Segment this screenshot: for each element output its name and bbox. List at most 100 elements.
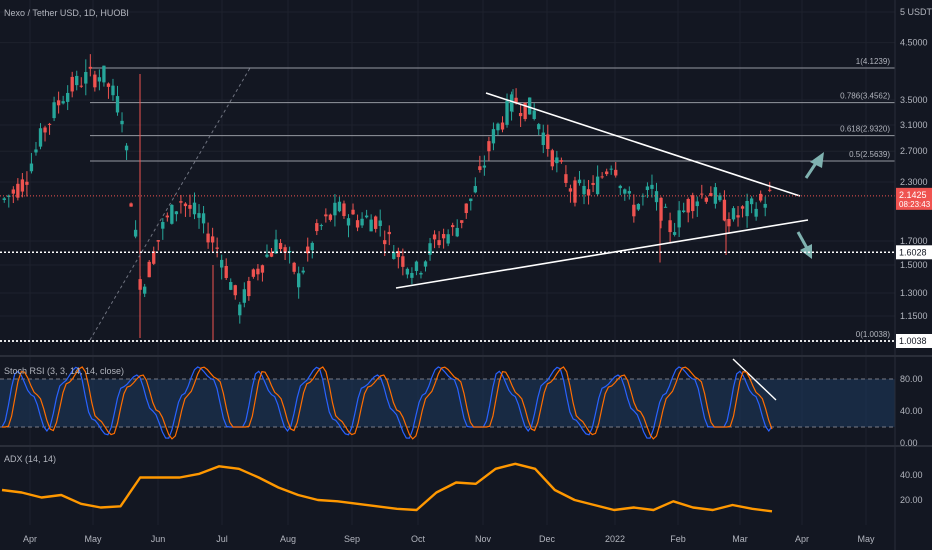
candle-body[interactable]	[97, 77, 102, 82]
candle-body[interactable]	[34, 149, 38, 153]
candle-body[interactable]	[559, 160, 564, 162]
candle-body[interactable]	[188, 205, 192, 209]
candle-body[interactable]	[532, 110, 536, 119]
candle-body[interactable]	[269, 252, 274, 257]
candle-body[interactable]	[88, 66, 92, 69]
candle-body[interactable]	[29, 163, 34, 172]
candle-body[interactable]	[124, 145, 129, 151]
upper-trend-line[interactable]	[485, 92, 801, 197]
candle-body[interactable]	[260, 265, 265, 273]
candle-body[interactable]	[713, 187, 718, 204]
candle-body[interactable]	[663, 206, 668, 208]
candle-body[interactable]	[38, 128, 43, 147]
candle-body[interactable]	[360, 218, 364, 226]
symbol-title[interactable]: Nexo / Tether USD, 1D, HUOBI	[4, 8, 129, 18]
candle-body[interactable]	[491, 129, 496, 144]
candle-body[interactable]	[718, 195, 722, 201]
candle-body[interactable]	[319, 225, 323, 227]
candle-body[interactable]	[405, 268, 410, 275]
candle-body[interactable]	[632, 204, 636, 217]
candle-body[interactable]	[577, 179, 582, 184]
candle-body[interactable]	[310, 242, 314, 251]
candle-body[interactable]	[636, 203, 641, 210]
candle-body[interactable]	[61, 101, 65, 104]
candle-body[interactable]	[301, 270, 305, 273]
candle-body[interactable]	[496, 123, 500, 131]
price-axis[interactable]: 5 USDT 4.5000 3.5000 3.1000 2.7000 2.3000 1.70…	[900, 7, 932, 505]
candle-body[interactable]	[2, 198, 6, 200]
candle-body[interactable]	[736, 215, 740, 218]
candle-body[interactable]	[152, 251, 156, 264]
candle-body[interactable]	[605, 171, 609, 175]
time-axis[interactable]: Apr May Jun Jul Aug Sep Oct Nov Dec 2022 Feb Mar Apr…	[23, 534, 875, 544]
candle-body[interactable]	[700, 193, 704, 195]
candle-body[interactable]	[111, 85, 115, 96]
candle-body[interactable]	[170, 204, 174, 224]
candle-body[interactable]	[192, 202, 197, 215]
candle-body[interactable]	[650, 184, 654, 189]
candle-body[interactable]	[482, 165, 487, 168]
candle-body[interactable]	[355, 220, 360, 228]
candle-body[interactable]	[469, 198, 473, 202]
candle-body[interactable]	[43, 127, 47, 133]
candle-body[interactable]	[709, 193, 713, 197]
candle-body[interactable]	[297, 273, 301, 288]
candle-body[interactable]	[369, 219, 373, 232]
candle-body[interactable]	[600, 176, 604, 178]
candle-body[interactable]	[174, 211, 179, 215]
candle-body[interactable]	[740, 206, 745, 209]
candle-body[interactable]	[672, 232, 677, 235]
candle-body[interactable]	[115, 96, 120, 113]
candle-body[interactable]	[677, 210, 681, 228]
candle-body[interactable]	[215, 247, 219, 249]
candle-body[interactable]	[591, 182, 595, 185]
candle-body[interactable]	[487, 141, 491, 152]
candle-body[interactable]	[274, 239, 278, 254]
candle-body[interactable]	[229, 282, 233, 290]
candle-body[interactable]	[102, 65, 106, 83]
candle-body[interactable]	[106, 83, 111, 87]
candle-body[interactable]	[749, 198, 754, 205]
candle-body[interactable]	[582, 185, 586, 195]
candle-body[interactable]	[432, 234, 437, 240]
candle-body[interactable]	[374, 216, 378, 229]
candle-body[interactable]	[659, 197, 663, 221]
candle-body[interactable]	[333, 202, 337, 216]
candle-body[interactable]	[528, 97, 532, 115]
candle-body[interactable]	[156, 240, 160, 242]
candle-body[interactable]	[16, 183, 20, 198]
candle-body[interactable]	[364, 215, 369, 218]
candle-body[interactable]	[93, 74, 97, 88]
candle-body[interactable]	[133, 229, 138, 237]
candle-body[interactable]	[623, 189, 627, 194]
candle-body[interactable]	[79, 85, 83, 87]
candle-body[interactable]	[586, 189, 591, 196]
candle-body[interactable]	[129, 203, 133, 207]
candle-body[interactable]	[47, 123, 52, 125]
candle-body[interactable]	[278, 243, 283, 250]
candle-body[interactable]	[763, 203, 767, 208]
candle-body[interactable]	[143, 286, 147, 294]
candle-body[interactable]	[464, 203, 468, 214]
candle-body[interactable]	[238, 304, 242, 316]
candle-body[interactable]	[478, 166, 482, 170]
candle-body[interactable]	[460, 220, 464, 223]
candle-body[interactable]	[233, 285, 237, 296]
candle-body[interactable]	[378, 220, 382, 227]
candle-body[interactable]	[161, 222, 165, 229]
candle-body[interactable]	[283, 247, 287, 253]
candle-body[interactable]	[179, 201, 183, 203]
candle-body[interactable]	[555, 157, 559, 164]
candle-body[interactable]	[11, 189, 15, 194]
candle-body[interactable]	[695, 201, 699, 207]
candle-body[interactable]	[147, 261, 151, 278]
candle-body[interactable]	[505, 100, 509, 125]
candle-body[interactable]	[618, 185, 622, 189]
candle-body[interactable]	[731, 208, 736, 220]
candle-body[interactable]	[165, 215, 169, 218]
candle-body[interactable]	[759, 193, 763, 201]
candle-body[interactable]	[220, 259, 224, 268]
candle-body[interactable]	[201, 213, 206, 224]
candle-body[interactable]	[401, 256, 405, 267]
candle-body[interactable]	[342, 203, 346, 217]
